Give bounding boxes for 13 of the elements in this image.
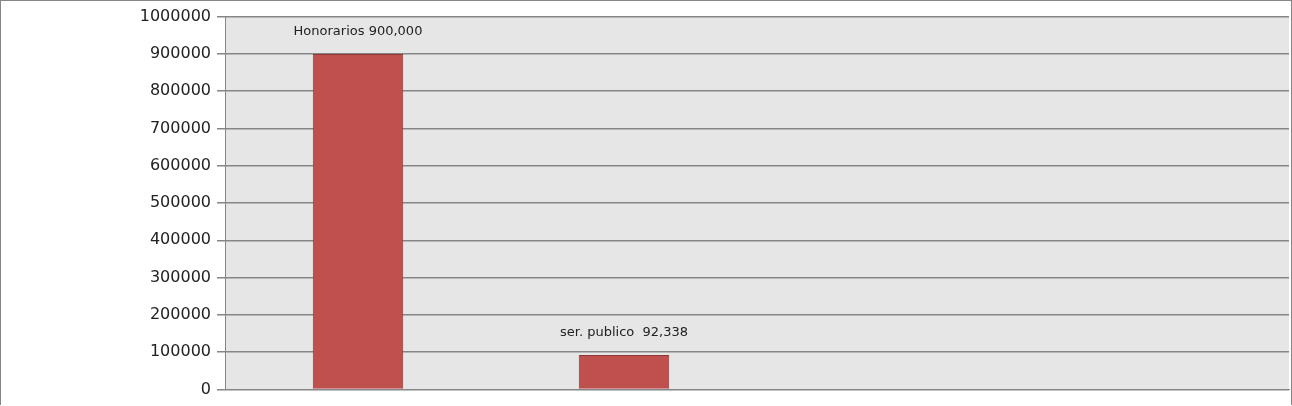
y-tick-label: 1000000 — [139, 5, 211, 25]
y-tick-label: 600000 — [149, 154, 211, 174]
y-tick-label: 300000 — [149, 266, 211, 286]
y-tick-label: 0 — [200, 378, 211, 398]
y-tick-label: 100000 — [149, 341, 211, 361]
y-tick-label: 200000 — [149, 304, 211, 323]
data-label: Honorarios 900,000 — [293, 22, 423, 38]
y-tick-label: 900000 — [149, 43, 211, 63]
data-label: ser. publico 92,338 — [559, 323, 689, 339]
y-tick-label: 500000 — [149, 192, 211, 212]
y-tick-label: 700000 — [149, 117, 211, 137]
y-tick-label: 800000 — [149, 80, 211, 100]
y-tick-label: 400000 — [149, 229, 211, 249]
